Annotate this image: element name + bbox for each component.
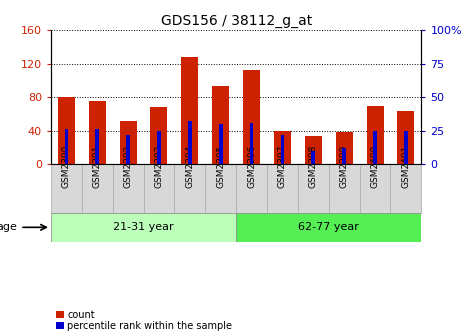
- Text: GSM2397: GSM2397: [278, 145, 287, 188]
- Bar: [298, 164, 329, 213]
- Bar: [144, 164, 175, 213]
- Bar: [175, 164, 205, 213]
- Text: 21-31 year: 21-31 year: [113, 222, 174, 232]
- Bar: [267, 164, 298, 213]
- Text: GSM2398: GSM2398: [309, 145, 318, 188]
- Bar: [64, 129, 68, 164]
- Text: GSM2391: GSM2391: [93, 145, 102, 188]
- Bar: [212, 86, 229, 164]
- Bar: [305, 136, 322, 164]
- Bar: [274, 131, 291, 164]
- Bar: [82, 164, 113, 213]
- Bar: [205, 164, 236, 213]
- Bar: [312, 151, 315, 164]
- Bar: [89, 101, 106, 164]
- Bar: [113, 164, 144, 213]
- Bar: [51, 164, 82, 213]
- Bar: [360, 164, 390, 213]
- Text: GSM2399: GSM2399: [340, 145, 349, 188]
- Bar: [336, 132, 353, 164]
- Bar: [58, 97, 75, 164]
- Text: GSM2394: GSM2394: [185, 145, 194, 188]
- Bar: [390, 164, 421, 213]
- Bar: [51, 213, 236, 242]
- Bar: [404, 131, 408, 164]
- Bar: [329, 164, 360, 213]
- Bar: [281, 135, 284, 164]
- Text: GSM2393: GSM2393: [155, 145, 163, 188]
- Text: GSM2395: GSM2395: [216, 145, 225, 188]
- Text: GSM2401: GSM2401: [401, 145, 410, 188]
- Text: age: age: [0, 222, 17, 232]
- Bar: [95, 129, 99, 164]
- Text: GSM2392: GSM2392: [124, 145, 132, 188]
- Bar: [342, 148, 346, 164]
- Bar: [157, 131, 161, 164]
- Text: GSM2396: GSM2396: [247, 145, 256, 188]
- Bar: [397, 111, 414, 164]
- Bar: [126, 135, 130, 164]
- Bar: [236, 213, 421, 242]
- Bar: [373, 131, 377, 164]
- Text: 62-77 year: 62-77 year: [298, 222, 359, 232]
- Bar: [219, 124, 223, 164]
- Bar: [236, 164, 267, 213]
- Bar: [119, 121, 137, 164]
- Bar: [188, 121, 192, 164]
- Text: GSM2390: GSM2390: [62, 145, 71, 188]
- Text: GSM2400: GSM2400: [370, 145, 380, 188]
- Title: GDS156 / 38112_g_at: GDS156 / 38112_g_at: [161, 14, 312, 28]
- Bar: [150, 107, 168, 164]
- Bar: [367, 106, 383, 164]
- Legend: count, percentile rank within the sample: count, percentile rank within the sample: [56, 310, 232, 331]
- Bar: [250, 123, 253, 164]
- Bar: [243, 70, 260, 164]
- Bar: [181, 57, 198, 164]
